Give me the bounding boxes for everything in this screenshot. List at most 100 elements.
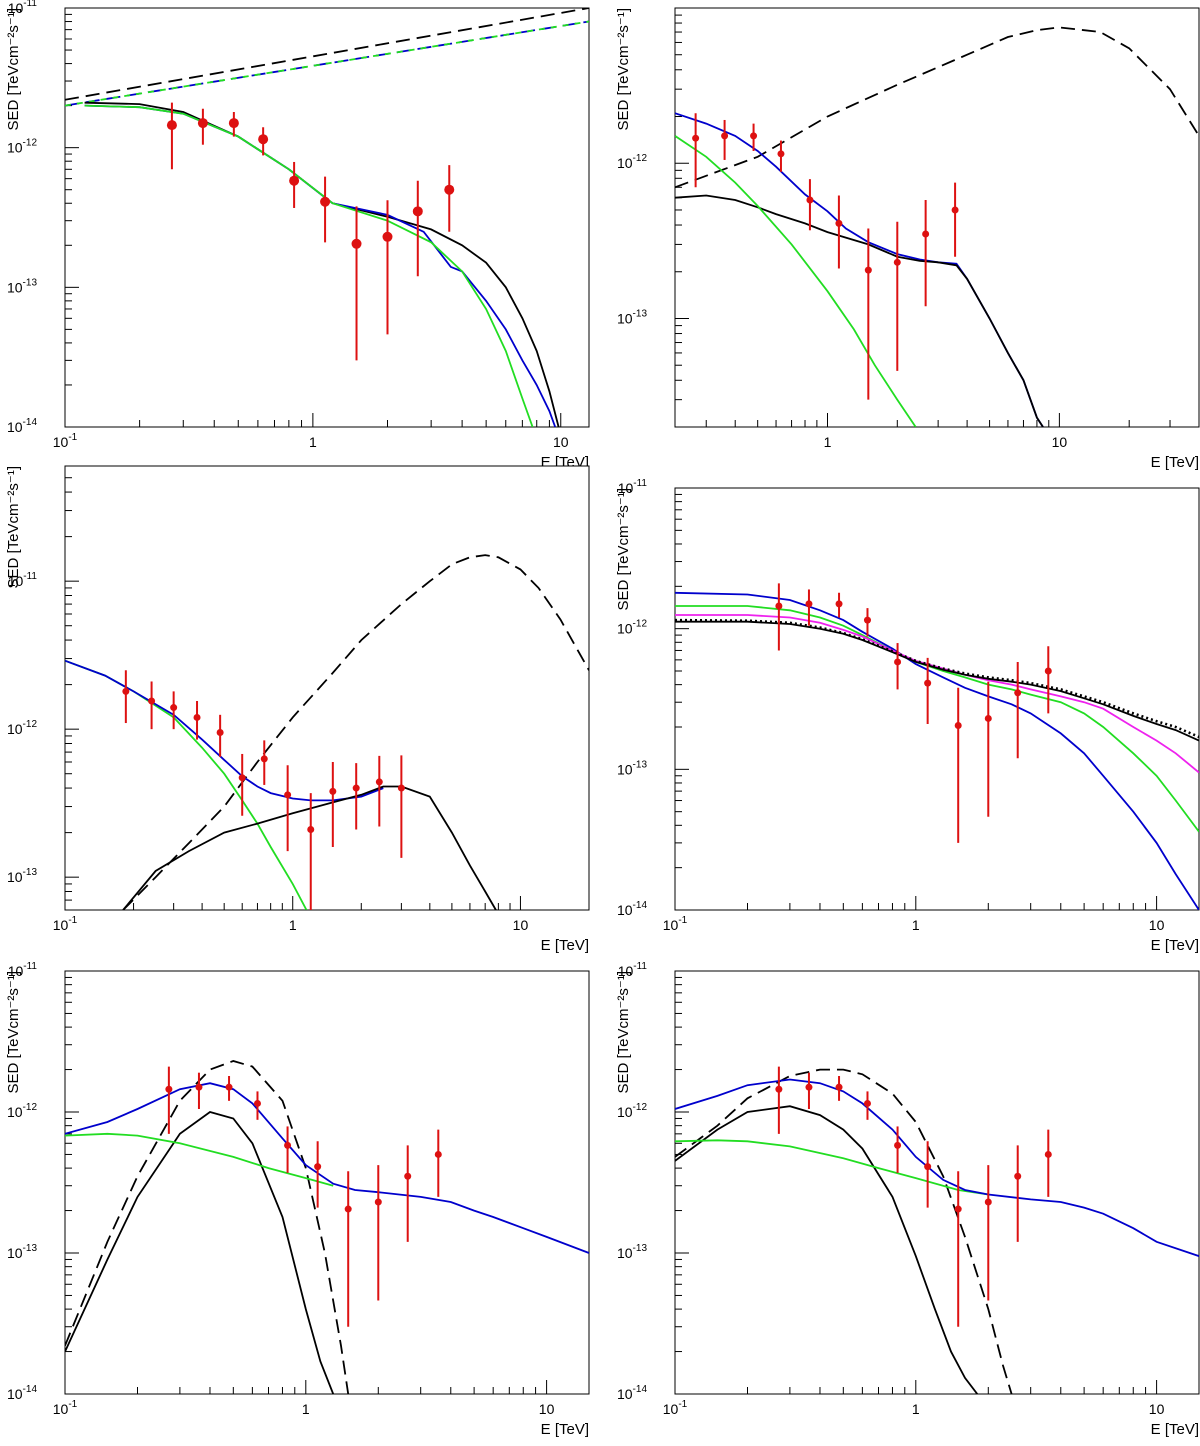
series-green-solid bbox=[65, 1132, 334, 1187]
y-tick-label: 10-13 bbox=[617, 308, 647, 326]
data-point bbox=[374, 1198, 382, 1206]
y-axis-title: SED [TeVcm⁻²s⁻¹] bbox=[615, 8, 632, 131]
series-blue-solid bbox=[675, 591, 1199, 910]
series-blue-solid bbox=[65, 659, 384, 802]
data-point bbox=[444, 184, 455, 195]
data-point bbox=[924, 679, 932, 687]
y-tick-label: 10-11 bbox=[8, 0, 38, 16]
plot-frame bbox=[674, 487, 1200, 911]
x-tick-label: 10 bbox=[1052, 434, 1068, 450]
series-green-dashed bbox=[65, 20, 589, 107]
series-group bbox=[675, 583, 1199, 910]
data-point bbox=[314, 1163, 322, 1171]
series-black-solid bbox=[122, 785, 497, 910]
data-point bbox=[382, 231, 393, 242]
y-axis-title: SED [TeVcm⁻²s⁻¹] bbox=[5, 971, 22, 1094]
data-point bbox=[951, 206, 959, 214]
y-tick-label: 10-12 bbox=[617, 153, 647, 171]
chart-panel-top-right: 1 10 10-13 10-12 E [TeV] SED [TeVcm⁻²s⁻¹] bbox=[615, 7, 1200, 471]
x-tick-label: 1 bbox=[309, 434, 317, 450]
y-tick-label: 10-14 bbox=[7, 417, 37, 435]
x-axis-title: E [TeV] bbox=[541, 1421, 589, 1438]
series-group bbox=[675, 26, 1199, 427]
data-point bbox=[894, 1141, 902, 1149]
y-tick-label: 10-11 bbox=[8, 961, 38, 979]
y-tick-label: 10-11 bbox=[618, 961, 648, 979]
data-point bbox=[320, 196, 331, 207]
data-point bbox=[750, 132, 758, 140]
data-point bbox=[434, 1150, 442, 1158]
y-tick-label: 10-12 bbox=[7, 719, 37, 737]
data-point bbox=[806, 196, 814, 204]
plot-frame bbox=[674, 970, 1200, 1395]
y-tick-label: 10-13 bbox=[7, 1243, 37, 1261]
x-tick-label: 1 bbox=[912, 1401, 920, 1417]
data-point bbox=[329, 787, 337, 795]
x-tick-label: 1 bbox=[302, 1401, 310, 1417]
data-point bbox=[284, 791, 292, 799]
x-tick-label: 1 bbox=[824, 434, 832, 450]
data-point bbox=[1014, 1172, 1022, 1180]
data-point bbox=[412, 206, 423, 217]
y-tick-label: 10-13 bbox=[617, 759, 647, 777]
data-point bbox=[193, 713, 201, 721]
data-point bbox=[344, 1205, 352, 1213]
plot-frame bbox=[674, 7, 1200, 428]
y-tick-label: 10-14 bbox=[7, 1384, 37, 1402]
data-point bbox=[284, 1141, 292, 1149]
series-group bbox=[65, 8, 589, 427]
series-black-dashed bbox=[65, 1060, 350, 1394]
x-tick-label: 10-1 bbox=[663, 1399, 688, 1417]
y-axis-title: SED [TeVcm⁻²s⁻¹] bbox=[5, 8, 22, 131]
data-point bbox=[1044, 1150, 1052, 1158]
x-tick-label: 10-1 bbox=[53, 915, 78, 933]
data-point bbox=[165, 1085, 173, 1093]
y-tick-label: 10-12 bbox=[617, 619, 647, 637]
plot-frame bbox=[64, 970, 590, 1395]
data-point bbox=[122, 687, 130, 695]
data-point bbox=[228, 118, 239, 129]
series-black-dashed bbox=[675, 1068, 1013, 1394]
x-axis-title: E [TeV] bbox=[1151, 454, 1199, 471]
x-tick-label: 10-1 bbox=[53, 1399, 78, 1417]
x-tick-label: 10 bbox=[539, 1401, 555, 1417]
data-point bbox=[924, 1163, 932, 1171]
data-point bbox=[216, 728, 224, 736]
plot-frame bbox=[64, 465, 590, 911]
data-point bbox=[289, 175, 300, 186]
data-point bbox=[984, 1198, 992, 1206]
x-tick-label: 10 bbox=[1149, 1401, 1165, 1417]
y-tick-label: 10-13 bbox=[7, 277, 37, 295]
series-green-solid bbox=[675, 1139, 989, 1196]
data-point bbox=[258, 134, 269, 145]
data-point bbox=[1044, 667, 1052, 675]
y-tick-label: 10-14 bbox=[617, 900, 647, 918]
data-point bbox=[863, 616, 871, 624]
series-group bbox=[65, 554, 589, 910]
y-axis-title: SED [TeVcm⁻²s⁻¹] bbox=[5, 466, 22, 589]
data-point bbox=[922, 230, 930, 238]
data-point bbox=[148, 697, 156, 705]
data-point bbox=[835, 1083, 843, 1091]
data-point bbox=[166, 120, 177, 131]
series-blue-solid bbox=[65, 1082, 589, 1254]
data-point bbox=[253, 1099, 261, 1107]
data-point bbox=[894, 658, 902, 666]
series-black-solid bbox=[675, 620, 1199, 742]
y-tick-label: 10-13 bbox=[617, 1243, 647, 1261]
series-black-dashed bbox=[65, 8, 589, 101]
series-black-dashed bbox=[122, 554, 589, 910]
data-point bbox=[835, 219, 843, 227]
y-tick-label: 10-11 bbox=[8, 571, 38, 589]
data-point bbox=[805, 600, 813, 608]
series-black-dotted bbox=[675, 618, 1199, 739]
data-point bbox=[777, 150, 785, 158]
data-point bbox=[893, 258, 901, 266]
y-tick-label: 10-11 bbox=[618, 478, 648, 496]
series-black-solid bbox=[65, 1111, 335, 1394]
